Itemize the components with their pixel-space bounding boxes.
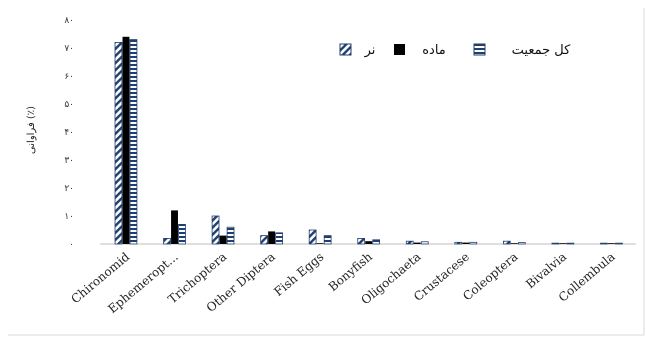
bar-male [211, 215, 220, 245]
bar-total [275, 232, 283, 245]
legend-item-total: کل جمعیت [473, 43, 571, 58]
bar-total [420, 241, 429, 245]
y-tick-label: ۸۰ [64, 16, 74, 26]
legend-swatch-female [394, 44, 405, 55]
bar-total [469, 241, 478, 245]
bar-female [559, 243, 567, 244]
x-category-label: Bivalvia [523, 250, 569, 292]
bar-total [372, 239, 381, 245]
bar-total [323, 235, 332, 245]
y-tick-label: ۱۰ [64, 212, 74, 222]
bar-total [615, 242, 623, 245]
bar-male [405, 240, 414, 245]
bar-total [566, 242, 575, 245]
bar-total [129, 39, 138, 245]
bar-male [163, 237, 171, 245]
y-axis-title: فراوانی (٪) [26, 106, 37, 154]
bars [114, 36, 623, 245]
bar-male [308, 229, 317, 245]
y-tick-label: ۵۰ [64, 100, 74, 110]
bar-male [260, 235, 268, 245]
legend: کل جمعیت ماده نر [339, 43, 571, 58]
bar-male [502, 240, 511, 245]
bar-female [268, 231, 276, 244]
bar-female [171, 210, 178, 244]
y-tick-label: ۶۰ [64, 72, 74, 82]
y-tick-label: ۳۰ [64, 156, 74, 166]
y-tick-label: ۰ [69, 240, 74, 250]
bar-female [365, 241, 373, 244]
bar-male [357, 237, 366, 245]
x-category-label: Fish Eggs [271, 250, 326, 299]
legend-label-female: ماده [422, 43, 446, 58]
legend-swatch-male [339, 43, 352, 56]
bar-total [226, 226, 235, 245]
legend-item-female: ماده [394, 43, 446, 58]
bar-male [600, 242, 608, 245]
legend-label-male: نر [364, 43, 376, 58]
legend-label-total: کل جمعیت [512, 43, 571, 58]
bar-female [219, 235, 227, 244]
bar-female [607, 243, 615, 244]
y-axis-ticks: ۰ ۱۰ ۲۰ ۳۰ ۴۰ ۵۰ ۶۰ ۷۰ ۸۰ [64, 16, 74, 250]
bar-female [122, 36, 130, 244]
y-tick-label: ۲۰ [64, 184, 74, 194]
bar-total [178, 223, 186, 245]
bar-total [517, 242, 526, 245]
y-tick-label: ۷۰ [64, 44, 74, 54]
bar-male [454, 241, 463, 245]
x-category-label: Bonyfish [326, 249, 375, 294]
x-axis-labels: ChironomidEphemeropt...TrichopteraOther … [68, 249, 617, 316]
legend-swatch-total [473, 43, 486, 56]
bar-female [462, 242, 470, 244]
bar-female [413, 242, 421, 244]
bar-male [114, 42, 123, 245]
bar-male [551, 242, 560, 245]
bar-female [316, 243, 324, 244]
y-tick-label: ۴۰ [64, 128, 74, 138]
legend-item-male: نر [339, 43, 376, 58]
bar-female [510, 243, 518, 244]
